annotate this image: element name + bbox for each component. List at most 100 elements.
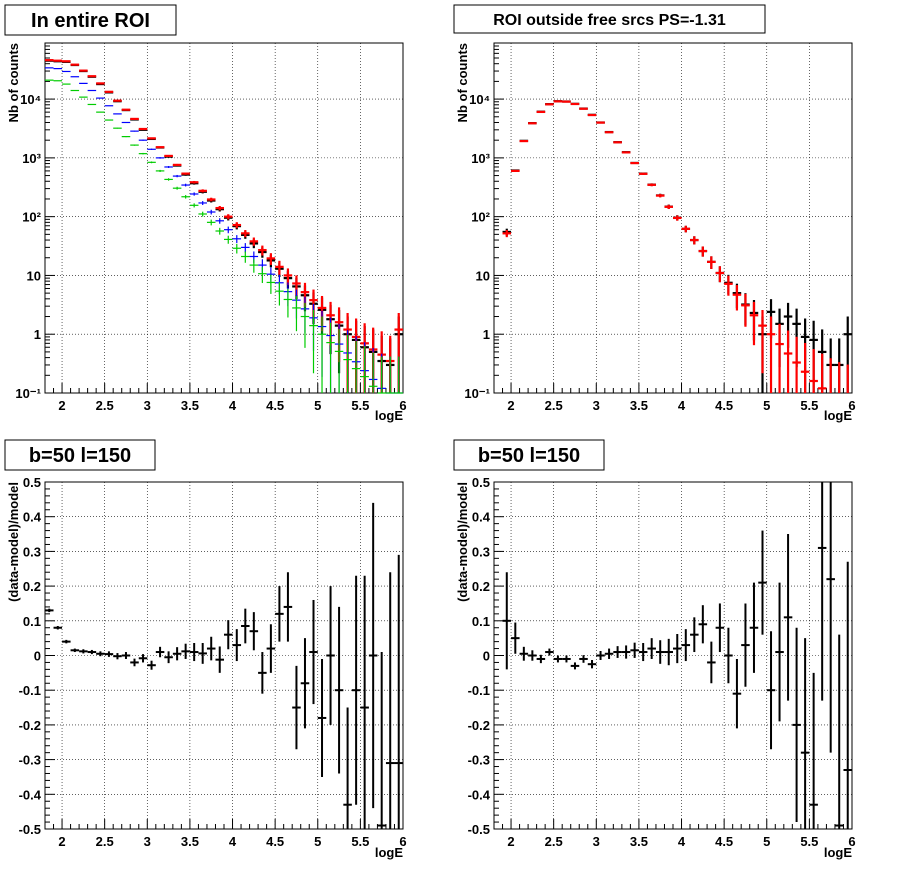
data-point [343,707,352,829]
x-tick-label: 5.5 [800,834,818,849]
data-point [292,665,301,750]
y-tick-label: 10⁴ [20,92,41,107]
data-point [817,353,827,393]
data-point [138,127,148,131]
data-point [613,141,622,144]
data-point [732,285,742,311]
y-tick-label: 0.1 [472,614,490,629]
data-point [206,636,216,661]
data-point [147,161,156,164]
data-point [155,169,165,172]
data-point [249,237,259,246]
data-point [800,638,810,829]
title-box [4,4,177,36]
y-tick-label: 0.4 [23,510,42,525]
data-point [596,650,605,661]
data-point [155,646,165,658]
data-point [113,127,122,129]
chart-panel-4: b=50 l=150 2 2.5 3 3.5 4 4.5 5 5.5 6 -0.5 -0.4 -0.3 -… [453,439,856,860]
y-tick-label: 0.1 [23,614,41,629]
data-point [300,302,310,348]
data-point [385,572,395,829]
data-point [664,204,673,210]
data-point [368,502,378,809]
data-point [181,643,190,659]
data-point [749,582,759,673]
data-point [104,119,114,121]
y-tick-label: 0.2 [23,579,41,594]
x-tick-label: 4 [229,398,237,413]
data-point [741,293,750,327]
data-point [570,662,580,670]
data-point [630,161,639,165]
data-point [283,572,293,642]
data-point [172,647,182,661]
data-point [502,572,512,670]
data-point [792,336,801,393]
y-tick-label: -0.3 [468,753,490,768]
x-tick-label: 3.5 [630,398,648,413]
data-point [570,102,580,106]
data-point [70,648,80,653]
data-point [258,652,267,694]
y-tick-label: 10² [471,210,490,225]
data-point [87,103,97,106]
data-point [536,110,546,114]
data-point [519,139,529,143]
data-point [224,620,233,650]
x-axis-label: logE [824,408,852,423]
data-point [511,169,520,173]
data-point [758,530,767,635]
data-point [215,218,224,224]
data-point [343,334,352,393]
data-point [215,646,224,673]
data-series-4 [45,79,403,394]
data-point [147,660,156,670]
x-tick-label: 2 [58,398,65,413]
x-tick-label: 4.5 [266,834,284,849]
data-point [164,651,173,664]
y-tick-label: -0.5 [468,822,490,837]
x-tick-label: 5 [763,398,770,413]
y-tick-label: 10³ [471,151,490,166]
data-point [596,121,605,124]
x-tick-label: 3 [144,834,151,849]
data-point [275,586,284,642]
chart-panel-2: ROI outside free srcs PS=-1.31 2 2.5 3 3.5 4 4… [453,4,856,423]
data-point [579,107,588,110]
data-point [673,215,682,221]
data-point [587,660,597,669]
x-tick-label: 3.5 [630,834,648,849]
x-tick-label: 6 [399,398,406,413]
data-point [164,154,173,158]
x-tick-label: 2 [58,834,65,849]
y-tick-label: 10² [22,210,41,225]
data-point [309,309,318,374]
data-point [647,638,656,659]
data-point [664,638,673,666]
x-tick-label: 3 [593,398,600,413]
data-point [707,256,716,269]
data-point [130,658,139,667]
data-point [130,117,139,121]
x-tick-label: 6 [848,834,855,849]
y-tick-label: 0 [34,649,41,664]
data-point [113,113,122,115]
data-point [766,631,776,750]
data-point [275,282,284,306]
data-point [690,236,699,245]
data-point [206,209,216,215]
x-tick-label: 3.5 [181,834,199,849]
y-tick-label: -0.3 [19,753,41,768]
y-tick-label: 10 [27,268,41,283]
y-tick-label: 10 [476,268,490,283]
data-point [698,246,708,257]
data-point [258,266,267,284]
data-point [724,275,733,296]
y-axis-label: Nb of counts [455,43,470,122]
data-point [638,172,648,175]
data-point [562,100,571,103]
data-point [189,643,199,662]
y-tick-label: 10⁴ [469,92,490,107]
data-point [104,105,114,107]
